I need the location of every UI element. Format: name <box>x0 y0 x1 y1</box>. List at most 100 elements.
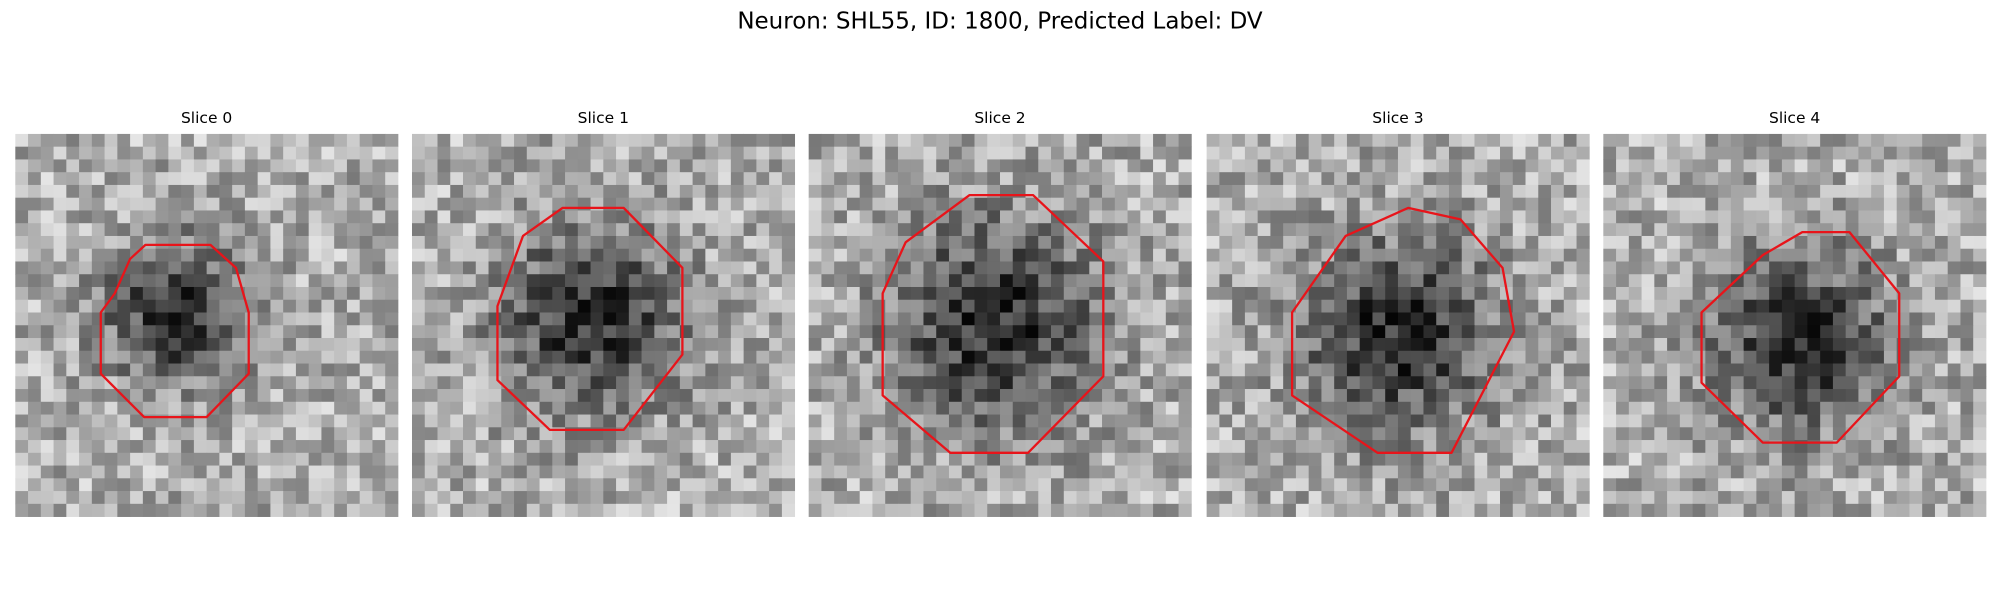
pixel <box>359 235 373 250</box>
pixel <box>743 261 757 275</box>
pixel <box>1321 133 1335 148</box>
pixel <box>1436 159 1450 173</box>
pixel <box>1563 401 1577 415</box>
pixel <box>730 491 745 505</box>
pixel <box>1244 133 1259 148</box>
pixel <box>1769 261 1783 275</box>
pixel <box>834 146 848 160</box>
pixel <box>1385 172 1399 186</box>
pixel <box>1551 363 1565 377</box>
pixel <box>1960 491 1974 505</box>
pixel <box>1718 414 1732 428</box>
pixel <box>667 414 681 428</box>
pixel <box>53 338 67 352</box>
pixel <box>53 427 67 441</box>
pixel <box>1551 159 1565 173</box>
pixel <box>1436 389 1450 403</box>
pixel <box>1244 503 1259 517</box>
pixel <box>1743 274 1757 288</box>
pixel <box>1165 338 1179 352</box>
pixel <box>1641 146 1655 160</box>
pixel <box>1551 274 1565 288</box>
pixel <box>834 159 848 173</box>
pixel <box>104 312 118 326</box>
pixel <box>1512 312 1526 326</box>
pixel <box>104 197 118 211</box>
pixel <box>641 235 655 250</box>
pixel <box>1769 146 1783 160</box>
pixel <box>1025 312 1039 326</box>
pixel <box>1922 503 1936 517</box>
pixel <box>1038 223 1052 237</box>
pixel <box>257 478 271 492</box>
pixel <box>1769 210 1783 224</box>
pixel <box>295 465 310 479</box>
pixel <box>1563 350 1577 364</box>
pixel <box>79 503 93 517</box>
pixel <box>1628 414 1642 428</box>
pixel <box>1153 261 1167 275</box>
pixel <box>104 363 118 377</box>
pixel <box>808 133 822 148</box>
pixel <box>667 478 681 492</box>
pixel <box>1423 223 1437 237</box>
pixel <box>1295 491 1310 505</box>
pixel <box>28 503 42 517</box>
pixel <box>897 223 912 237</box>
pixel <box>897 133 912 148</box>
pixel <box>1063 363 1077 377</box>
pixel <box>219 172 233 186</box>
pixel <box>628 478 642 492</box>
pixel <box>1909 503 1923 517</box>
pixel <box>219 159 233 173</box>
pixel <box>1603 478 1617 492</box>
pixel <box>1012 338 1026 352</box>
pixel <box>565 491 579 505</box>
pixel <box>437 248 451 262</box>
pixel <box>910 503 924 517</box>
pixel <box>475 286 489 301</box>
pixel <box>244 389 259 403</box>
pixel <box>756 261 770 275</box>
pixel <box>15 274 29 288</box>
pixel <box>475 338 489 352</box>
pixel <box>1845 452 1859 466</box>
pixel <box>1089 261 1103 275</box>
pixel <box>142 440 156 454</box>
pixel <box>628 235 642 250</box>
pixel <box>1321 286 1335 301</box>
pixel <box>1000 133 1014 148</box>
pixel <box>1448 325 1463 339</box>
pixel <box>91 401 105 415</box>
pixel <box>961 401 975 415</box>
pixel <box>1063 133 1077 148</box>
pixel <box>1178 491 1192 505</box>
pixel <box>948 159 963 173</box>
pixel <box>1654 312 1668 326</box>
pixel <box>1960 503 1974 517</box>
pixel <box>743 197 757 211</box>
pixel <box>1654 452 1668 466</box>
pixel <box>1012 235 1026 250</box>
pixel <box>1102 261 1116 275</box>
pixel <box>270 491 284 505</box>
pixel <box>28 235 42 250</box>
pixel <box>821 248 835 262</box>
pixel <box>308 197 322 211</box>
pixel <box>1603 197 1617 211</box>
pixel <box>974 312 988 326</box>
pixel <box>1038 274 1052 288</box>
pixel <box>1308 146 1322 160</box>
pixel <box>79 376 93 390</box>
pixel <box>79 338 93 352</box>
pixel <box>1025 414 1039 428</box>
pixel <box>1372 376 1386 390</box>
pixel <box>28 286 42 301</box>
pixel <box>193 184 208 199</box>
pixel <box>1641 389 1655 403</box>
pixel <box>1551 261 1565 275</box>
pixel <box>1283 197 1297 211</box>
pixel <box>1563 427 1577 441</box>
pixel <box>1038 427 1052 441</box>
pixel <box>1705 338 1719 352</box>
